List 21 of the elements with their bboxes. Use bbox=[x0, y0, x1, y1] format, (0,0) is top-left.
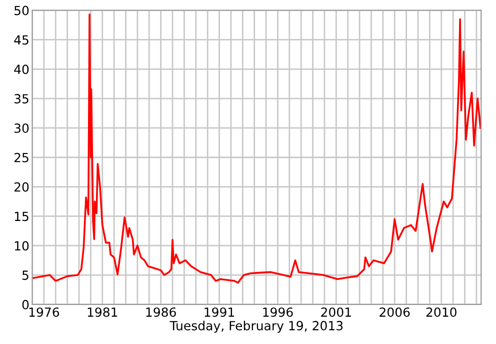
x-tick-label: 1981 bbox=[88, 307, 118, 317]
y-tick-label: 15 bbox=[14, 212, 28, 222]
x-tick-label: 1976 bbox=[29, 307, 60, 317]
x-tick-label: 2006 bbox=[380, 307, 410, 317]
y-tick-label: 10 bbox=[14, 241, 29, 251]
y-tick-label: 20 bbox=[14, 182, 29, 192]
line-series bbox=[32, 14, 482, 284]
x-tick-label: 1991 bbox=[204, 307, 234, 317]
y-tick-label: 40 bbox=[14, 64, 29, 74]
x-tick-label: 2001 bbox=[321, 307, 351, 317]
y-tick-label: 45 bbox=[14, 35, 28, 45]
y-tick-label: 5 bbox=[22, 270, 28, 280]
x-axis-title: Tuesday, February 19, 2013 bbox=[170, 320, 343, 333]
y-tick-label: 0 bbox=[22, 300, 29, 310]
x-tick-label: 1996 bbox=[263, 307, 293, 317]
x-tick-label: 2010 bbox=[426, 307, 456, 317]
y-tick-label: 25 bbox=[14, 152, 28, 162]
y-tick-label: 35 bbox=[14, 94, 28, 104]
y-tick-label: 30 bbox=[14, 123, 29, 133]
y-tick-label: 50 bbox=[14, 6, 29, 16]
x-tick-label: 1986 bbox=[146, 307, 176, 317]
